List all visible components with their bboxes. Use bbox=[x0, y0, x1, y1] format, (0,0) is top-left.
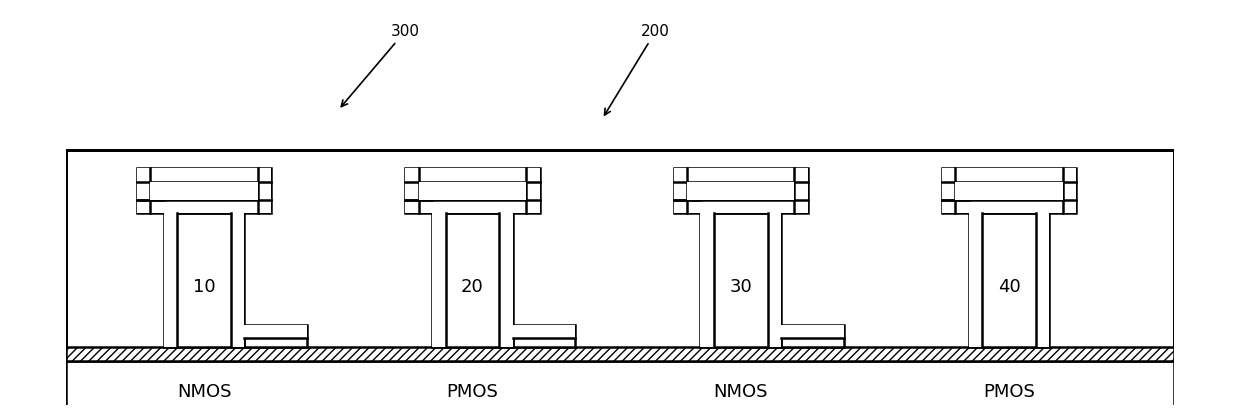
Bar bbox=[258, 168, 272, 213]
Bar bbox=[512, 325, 575, 347]
Bar bbox=[673, 200, 807, 213]
Bar bbox=[231, 213, 244, 347]
Text: 40: 40 bbox=[998, 278, 1021, 296]
Bar bbox=[244, 325, 308, 338]
Text: 20: 20 bbox=[461, 278, 484, 296]
Bar bbox=[138, 168, 272, 182]
Bar bbox=[968, 213, 982, 347]
Bar bbox=[942, 200, 1076, 213]
Bar bbox=[795, 168, 807, 213]
Bar bbox=[942, 168, 955, 213]
Bar bbox=[673, 168, 807, 213]
Text: PMOS: PMOS bbox=[446, 383, 498, 401]
Bar bbox=[405, 168, 419, 213]
Bar bbox=[66, 347, 1174, 361]
Bar bbox=[673, 168, 807, 182]
Bar bbox=[768, 213, 781, 347]
Bar bbox=[405, 168, 539, 213]
Bar bbox=[955, 182, 1063, 200]
Text: NMOS: NMOS bbox=[713, 383, 768, 401]
Bar bbox=[433, 213, 445, 347]
Bar bbox=[244, 325, 308, 347]
Bar bbox=[781, 325, 843, 338]
Bar bbox=[138, 200, 272, 213]
Bar bbox=[1063, 168, 1076, 213]
Bar bbox=[781, 325, 843, 347]
Text: PMOS: PMOS bbox=[983, 383, 1035, 401]
Bar bbox=[433, 213, 512, 347]
Bar bbox=[687, 182, 795, 200]
Text: 10: 10 bbox=[193, 278, 216, 296]
Bar bbox=[512, 325, 575, 338]
Bar bbox=[673, 168, 687, 213]
Text: 200: 200 bbox=[605, 24, 670, 115]
Bar bbox=[138, 168, 272, 213]
Bar bbox=[405, 200, 539, 213]
Bar bbox=[942, 168, 1076, 213]
Bar bbox=[164, 213, 244, 347]
Bar bbox=[968, 213, 1049, 347]
Bar bbox=[66, 361, 1174, 408]
Bar bbox=[66, 150, 1174, 408]
Text: 300: 300 bbox=[341, 24, 420, 106]
Bar bbox=[138, 168, 150, 213]
Text: NMOS: NMOS bbox=[177, 383, 232, 401]
Text: 30: 30 bbox=[729, 278, 753, 296]
Bar bbox=[164, 213, 177, 347]
Bar bbox=[942, 168, 1076, 182]
Bar bbox=[526, 168, 539, 213]
Bar bbox=[500, 213, 512, 347]
Bar bbox=[701, 213, 714, 347]
Bar bbox=[1035, 213, 1049, 347]
Bar bbox=[419, 182, 526, 200]
Bar bbox=[701, 213, 781, 347]
Bar bbox=[150, 182, 258, 200]
Bar bbox=[405, 168, 539, 182]
